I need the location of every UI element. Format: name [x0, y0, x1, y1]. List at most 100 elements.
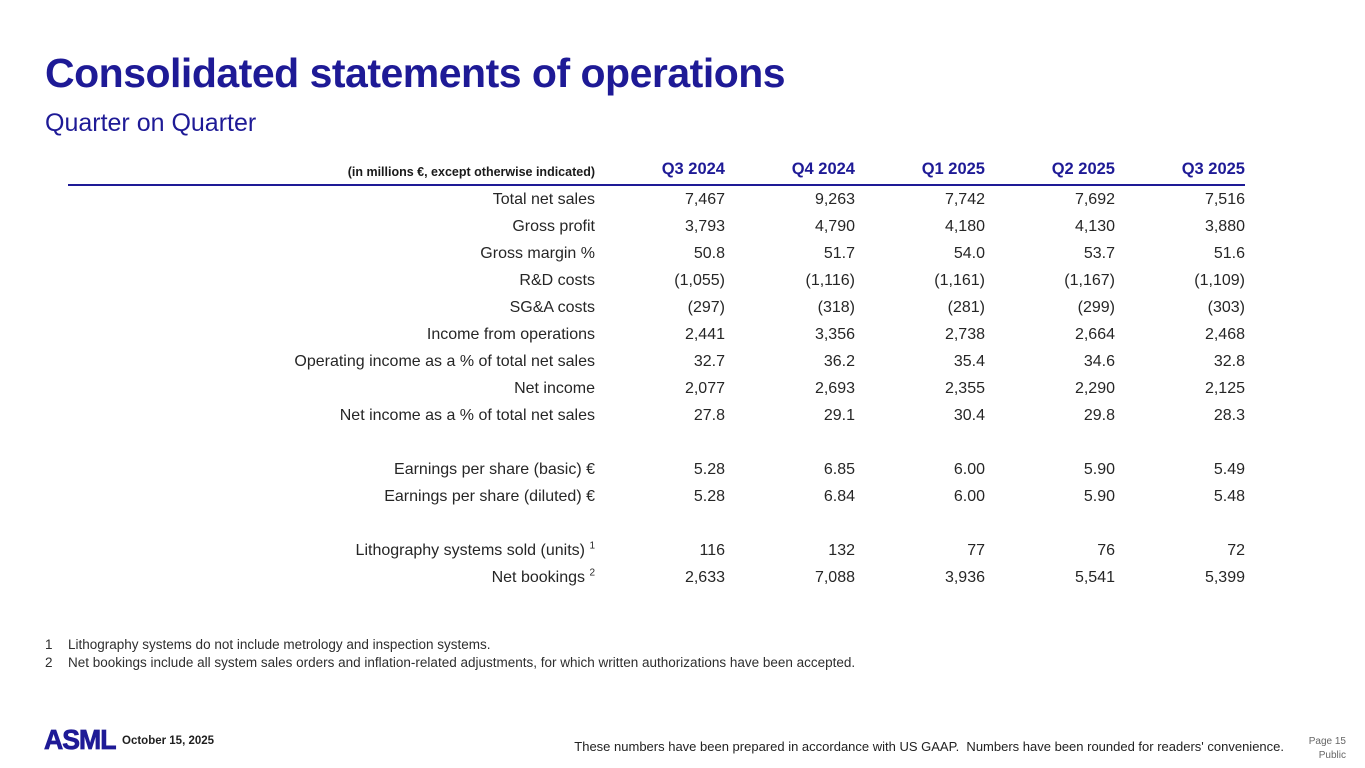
row-label: Total net sales — [68, 185, 595, 213]
cell-value: 53.7 — [1083, 244, 1115, 262]
page-subtitle: Quarter on Quarter — [45, 109, 257, 137]
row-label: Earnings per share (basic) € — [68, 456, 595, 483]
footnote-2-marker: 2 — [45, 654, 53, 670]
table-row: SG&A costs (297) (318) (281) (299) (303) — [68, 294, 1245, 321]
cell-value: (1,161) — [934, 271, 985, 289]
cell-value: (1,055) — [674, 271, 725, 289]
spacer-row — [68, 510, 1245, 537]
cell-value: 3,793 — [684, 217, 725, 235]
cell-value: 29.8 — [1083, 406, 1115, 424]
footnote-marker: 1 — [589, 540, 595, 552]
cell-value: (1,109) — [1194, 271, 1245, 289]
cell-value: 35.4 — [953, 352, 985, 370]
cell-value: 5,541 — [1074, 568, 1115, 586]
cell-value: 2,664 — [1074, 325, 1115, 343]
cell-value: 32.8 — [1213, 352, 1245, 370]
row-label-text: Earnings per share (basic) € — [394, 460, 595, 478]
table-row: Lithography systems sold (units) 1 116 132… — [68, 537, 1245, 564]
cell-value: 5.90 — [1083, 487, 1115, 505]
row-label-text: Operating income as a % of total net sal… — [294, 352, 595, 370]
financials-table: (in millions €, except otherwise indicat… — [68, 153, 1245, 591]
row-label-text: Gross profit — [512, 217, 595, 235]
unit-note: (in millions €, except otherwise indicat… — [68, 153, 595, 186]
cell-value: (318) — [817, 298, 855, 316]
row-label: R&D costs — [68, 267, 595, 294]
column-header: Q4 2024 — [725, 153, 855, 186]
cell-value: 3,356 — [814, 325, 855, 343]
cell-value: 2,290 — [1074, 379, 1115, 397]
row-label-text: Lithography systems sold (units) — [355, 541, 585, 559]
row-label-text: Net income as a % of total net sales — [339, 406, 595, 424]
cell-value: 7,467 — [684, 190, 725, 208]
cell-value: 5.28 — [693, 460, 725, 478]
cell-value: 7,516 — [1204, 190, 1245, 208]
cell-value: (1,167) — [1064, 271, 1115, 289]
table-row: R&D costs (1,055) (1,116) (1,161) (1,167) (1,… — [68, 267, 1245, 294]
cell-value: 2,077 — [684, 379, 725, 397]
cell-value: 4,180 — [944, 217, 985, 235]
spacer-cell — [68, 429, 1245, 456]
cell-value: 4,790 — [814, 217, 855, 235]
table-row: Earnings per share (diluted) € 5.28 6.84 6.… — [68, 483, 1245, 510]
cell-value: 6.85 — [823, 460, 855, 478]
row-label-text: Gross margin % — [480, 244, 595, 262]
cell-value: 6.00 — [953, 460, 985, 478]
cell-value: 7,742 — [944, 190, 985, 208]
row-label: Earnings per share (diluted) € — [68, 483, 595, 510]
cell-value: 28.3 — [1213, 406, 1245, 424]
cell-value: (297) — [687, 298, 725, 316]
cell-value: 132 — [828, 541, 855, 559]
footnote-1-marker: 1 — [45, 637, 53, 652]
cell-value: 5.48 — [1213, 487, 1245, 505]
cell-value: (299) — [1077, 298, 1115, 316]
asml-logo: ASML — [44, 724, 117, 756]
cell-value: 5.49 — [1213, 460, 1245, 478]
cell-value: 76 — [1097, 541, 1115, 559]
footnote-2-text: Net bookings include all system sales or… — [68, 654, 856, 670]
cell-value: 34.6 — [1083, 352, 1115, 370]
cell-value: 2,125 — [1204, 379, 1245, 397]
cell-value: 3,880 — [1204, 217, 1245, 235]
table-row: Gross profit 3,793 4,790 4,180 4,130 3,880 — [68, 213, 1245, 240]
footnote-marker: 2 — [589, 567, 595, 579]
cell-value: 50.8 — [693, 244, 725, 262]
cell-value: (1,116) — [805, 271, 855, 289]
row-label: Net bookings 2 — [68, 564, 595, 591]
table-row: Net bookings 2 2,633 7,088 3,936 5,541 5,399 — [68, 564, 1245, 591]
cell-value: 77 — [967, 541, 985, 559]
cell-value: 29.1 — [823, 406, 855, 424]
row-label-text: Net income — [514, 379, 595, 397]
footnote-1: 1 Lithography systems do not include metr… — [45, 636, 855, 654]
cell-value: 9,263 — [814, 190, 855, 208]
footnote-2: 2 Net bookings include all system sales o… — [45, 654, 855, 672]
cell-value: 2,441 — [684, 325, 725, 343]
row-label-text: SG&A costs — [509, 298, 595, 316]
cell-value: 2,468 — [1204, 325, 1245, 343]
row-label-text: Earnings per share (diluted) € — [384, 487, 595, 505]
cell-value: 116 — [699, 541, 725, 559]
cell-value: 5.90 — [1083, 460, 1115, 478]
cell-value: 2,355 — [944, 379, 985, 397]
column-header: Q3 2024 — [595, 153, 725, 186]
cell-value: 5,399 — [1204, 568, 1245, 586]
cell-value: 36.2 — [823, 352, 855, 370]
row-label-text: Income from operations — [426, 325, 595, 343]
cell-value: 7,088 — [814, 568, 855, 586]
table-row: Gross margin % 50.8 51.7 54.0 53.7 51.6 — [68, 240, 1245, 267]
table-header-row: (in millions €, except otherwise indicat… — [68, 153, 1245, 186]
cell-value: 54.0 — [953, 244, 985, 262]
cell-value: 3,936 — [944, 568, 985, 586]
row-label-text: R&D costs — [519, 271, 595, 289]
table-row: Earnings per share (basic) € 5.28 6.85 6.00… — [68, 456, 1245, 483]
cell-value: 51.6 — [1213, 244, 1245, 262]
column-header: Q3 2025 — [1115, 153, 1245, 186]
page-number: Page 15 — [1308, 736, 1346, 747]
page-title: Consolidated statements of operations — [45, 50, 786, 96]
row-label: SG&A costs — [68, 294, 595, 321]
footer-date: October 15, 2025 — [122, 735, 215, 747]
cell-value: 5.28 — [693, 487, 725, 505]
cell-value: 4,130 — [1074, 217, 1115, 235]
row-label: Operating income as a % of total net sal… — [68, 348, 595, 375]
cell-value: 2,693 — [814, 379, 855, 397]
